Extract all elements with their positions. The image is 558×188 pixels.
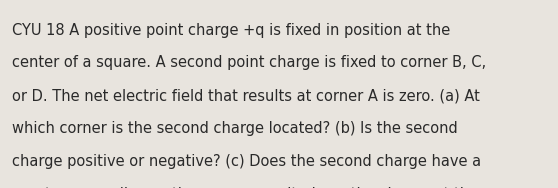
Text: or D. The net electric field that results at corner A is zero. (a) At: or D. The net electric field that result… xyxy=(12,88,480,103)
Text: greater, a smaller, or the same magnitude as the charge at the: greater, a smaller, or the same magnitud… xyxy=(12,187,478,188)
Text: center of a square. A second point charge is fixed to corner B, C,: center of a square. A second point charg… xyxy=(12,55,487,70)
Text: charge positive or negative? (c) Does the second charge have a: charge positive or negative? (c) Does th… xyxy=(12,154,482,169)
Text: which corner is the second charge located? (b) Is the second: which corner is the second charge locate… xyxy=(12,121,458,136)
Text: CYU 18 A positive point charge +q is fixed in position at the: CYU 18 A positive point charge +q is fix… xyxy=(12,23,450,38)
